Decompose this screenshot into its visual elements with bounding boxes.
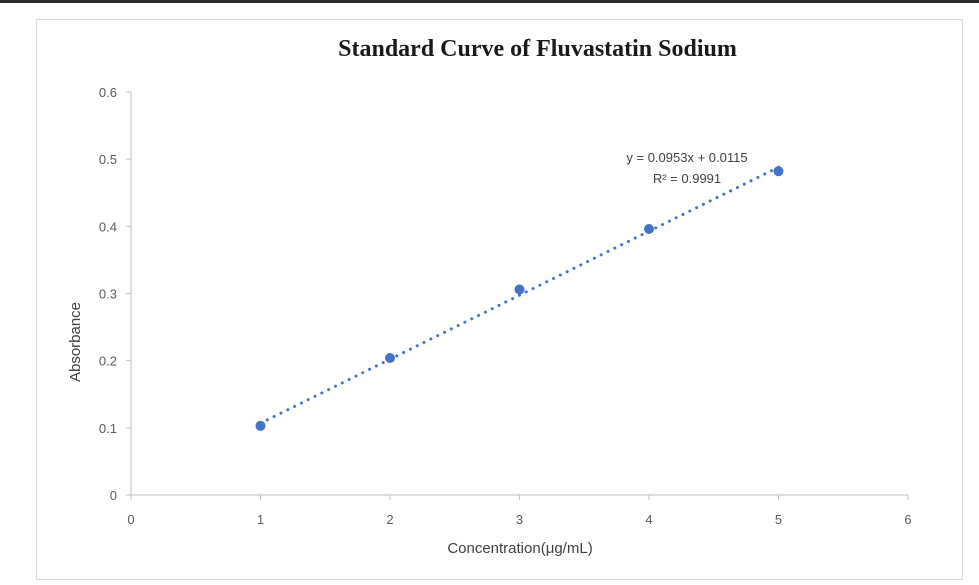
y-tick-label: 0.1 bbox=[99, 421, 117, 436]
top-border-rule bbox=[0, 0, 979, 3]
x-tick-label: 0 bbox=[127, 512, 134, 527]
x-tick-label: 4 bbox=[645, 512, 652, 527]
data-point bbox=[255, 420, 266, 431]
data-point bbox=[514, 284, 525, 295]
y-tick-label: 0.3 bbox=[99, 287, 117, 302]
trendline-line bbox=[259, 165, 780, 425]
data-point bbox=[644, 224, 654, 235]
y-axis-title: Absorbance bbox=[67, 302, 84, 382]
x-tick-label: 6 bbox=[904, 512, 911, 527]
labels: y = 0.0953x + 0.0115 R² = 0.9991 Concent… bbox=[67, 150, 748, 557]
trendline bbox=[259, 165, 780, 425]
x-tick-label: 2 bbox=[386, 512, 393, 527]
y-tick-label: 0.4 bbox=[99, 219, 117, 234]
chart-frame bbox=[36, 19, 963, 580]
data-point bbox=[773, 166, 784, 177]
data-points bbox=[255, 166, 784, 431]
y-tick-label: 0.2 bbox=[99, 354, 117, 369]
x-tick-label: 5 bbox=[775, 512, 782, 527]
x-axis-title: Concentration(μg/mL) bbox=[447, 540, 592, 557]
axes: 0 0.1 0.2 0.3 0.4 0.5 0.6 0 1 2 3 4 5 6 bbox=[99, 85, 912, 527]
y-tick-label: 0 bbox=[110, 488, 117, 503]
trendline-r-squared: R² = 0.9991 bbox=[653, 171, 721, 186]
chart-title: Standard Curve of Fluvastatin Sodium bbox=[338, 36, 737, 62]
y-tick-label: 0.5 bbox=[99, 152, 117, 167]
data-point bbox=[385, 352, 395, 363]
trendline-equation: y = 0.0953x + 0.0115 bbox=[626, 150, 747, 165]
x-tick-label: 1 bbox=[257, 512, 264, 527]
y-tick-label: 0.6 bbox=[99, 85, 117, 100]
x-tick-label: 3 bbox=[516, 512, 523, 527]
